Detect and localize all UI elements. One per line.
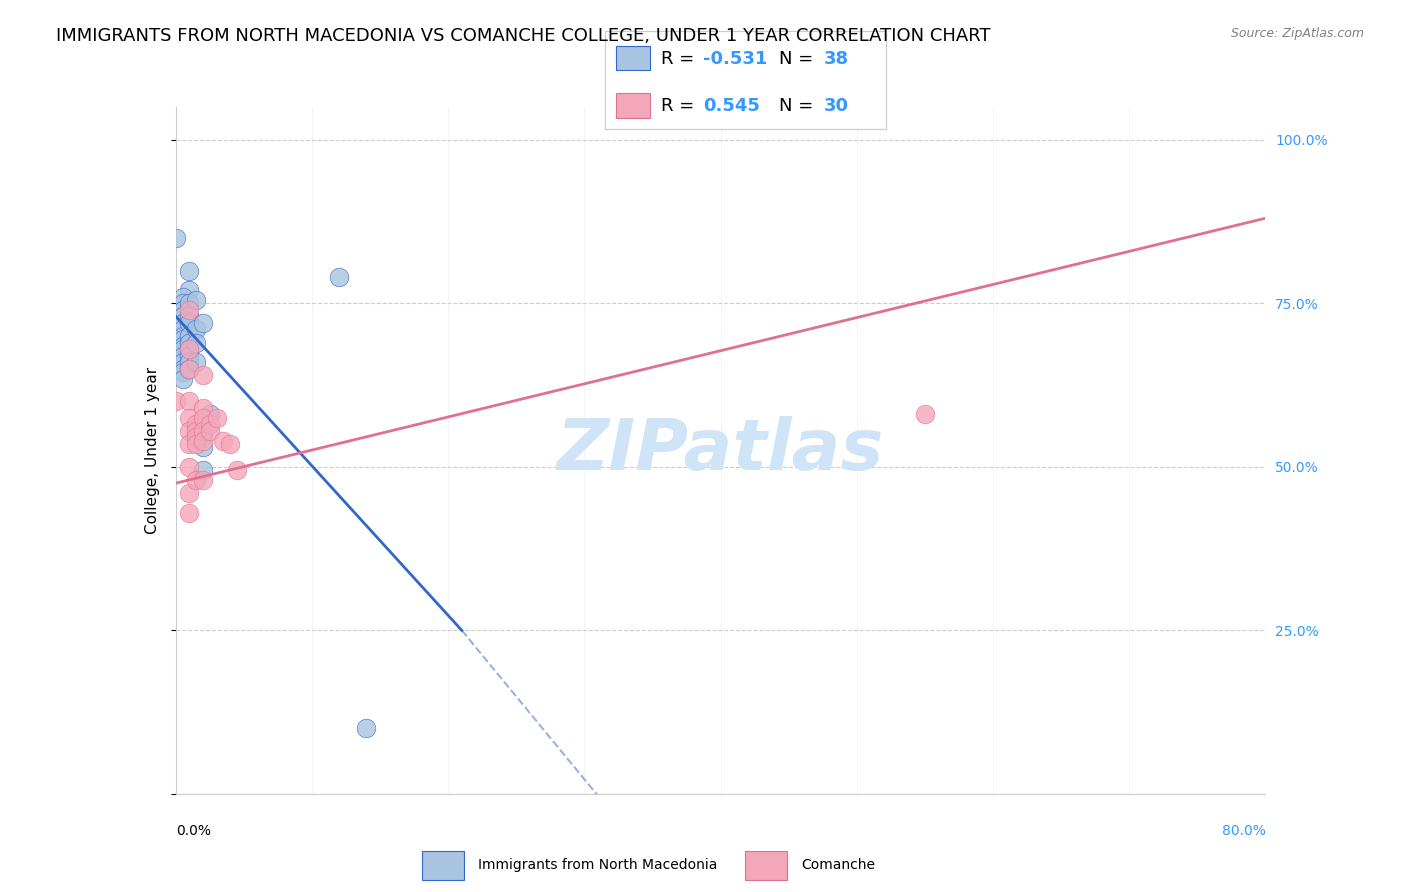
Point [172, 310, 194, 324]
Text: 80.0%: 80.0% [1222, 824, 1265, 838]
Point [172, 296, 194, 310]
Point [186, 355, 208, 369]
Point [198, 417, 221, 432]
Point [328, 270, 350, 285]
Text: IMMIGRANTS FROM NORTH MACEDONIA VS COMANCHE COLLEGE, UNDER 1 YEAR CORRELATION CH: IMMIGRANTS FROM NORTH MACEDONIA VS COMAN… [56, 27, 991, 45]
Text: ZIPatlas: ZIPatlas [557, 416, 884, 485]
Point [179, 316, 201, 330]
Text: R =: R = [661, 50, 700, 68]
Point [172, 349, 194, 363]
Point [191, 424, 214, 438]
Point [191, 427, 214, 442]
Point [191, 440, 214, 454]
Point [179, 506, 201, 520]
Point [172, 342, 194, 356]
Point [172, 322, 194, 336]
Point [179, 437, 201, 451]
Point [172, 332, 194, 346]
Point [179, 342, 201, 356]
Point [226, 463, 249, 477]
Text: Comanche: Comanche [801, 858, 876, 872]
FancyBboxPatch shape [422, 851, 464, 880]
Point [172, 365, 194, 379]
Point [179, 355, 201, 369]
Point [198, 424, 221, 438]
Text: 30: 30 [824, 97, 849, 115]
Y-axis label: College, Under 1 year: College, Under 1 year [145, 367, 160, 534]
Point [179, 310, 201, 324]
Point [179, 394, 201, 409]
Point [172, 355, 194, 369]
Point [186, 335, 208, 350]
Point [186, 424, 208, 438]
Point [179, 329, 201, 343]
Point [165, 231, 187, 245]
Point [172, 361, 194, 376]
Point [179, 486, 201, 500]
Point [186, 473, 208, 487]
Point [191, 473, 214, 487]
Text: 38: 38 [824, 50, 849, 68]
Point [179, 302, 201, 317]
Point [172, 339, 194, 353]
Text: 0.545: 0.545 [703, 97, 759, 115]
Text: N =: N = [779, 97, 818, 115]
Point [179, 349, 201, 363]
Text: N =: N = [779, 50, 818, 68]
Point [179, 263, 201, 277]
Point [212, 434, 235, 448]
Text: R =: R = [661, 97, 700, 115]
FancyBboxPatch shape [616, 45, 650, 70]
Point [205, 410, 228, 425]
Point [179, 424, 201, 438]
Point [179, 361, 201, 376]
Point [191, 410, 214, 425]
Point [198, 408, 221, 422]
Point [179, 342, 201, 356]
Point [914, 408, 936, 422]
Point [186, 437, 208, 451]
Point [186, 417, 208, 432]
Point [165, 394, 187, 409]
Point [179, 283, 201, 297]
Point [172, 290, 194, 304]
Point [172, 302, 194, 317]
FancyBboxPatch shape [745, 851, 787, 880]
Text: 0.0%: 0.0% [176, 824, 211, 838]
Point [172, 329, 194, 343]
Point [186, 430, 208, 444]
Point [191, 316, 214, 330]
Point [172, 371, 194, 385]
Point [179, 361, 201, 376]
Point [186, 293, 208, 307]
Point [191, 463, 214, 477]
Point [172, 316, 194, 330]
Point [191, 401, 214, 415]
Point [179, 296, 201, 310]
Text: -0.531: -0.531 [703, 50, 768, 68]
Text: Immigrants from North Macedonia: Immigrants from North Macedonia [478, 858, 717, 872]
Point [179, 335, 201, 350]
Point [356, 722, 378, 736]
Text: Source: ZipAtlas.com: Source: ZipAtlas.com [1230, 27, 1364, 40]
FancyBboxPatch shape [616, 93, 650, 118]
Point [191, 434, 214, 448]
Point [186, 322, 208, 336]
Point [179, 459, 201, 474]
Point [219, 437, 242, 451]
Point [179, 410, 201, 425]
Point [191, 368, 214, 383]
